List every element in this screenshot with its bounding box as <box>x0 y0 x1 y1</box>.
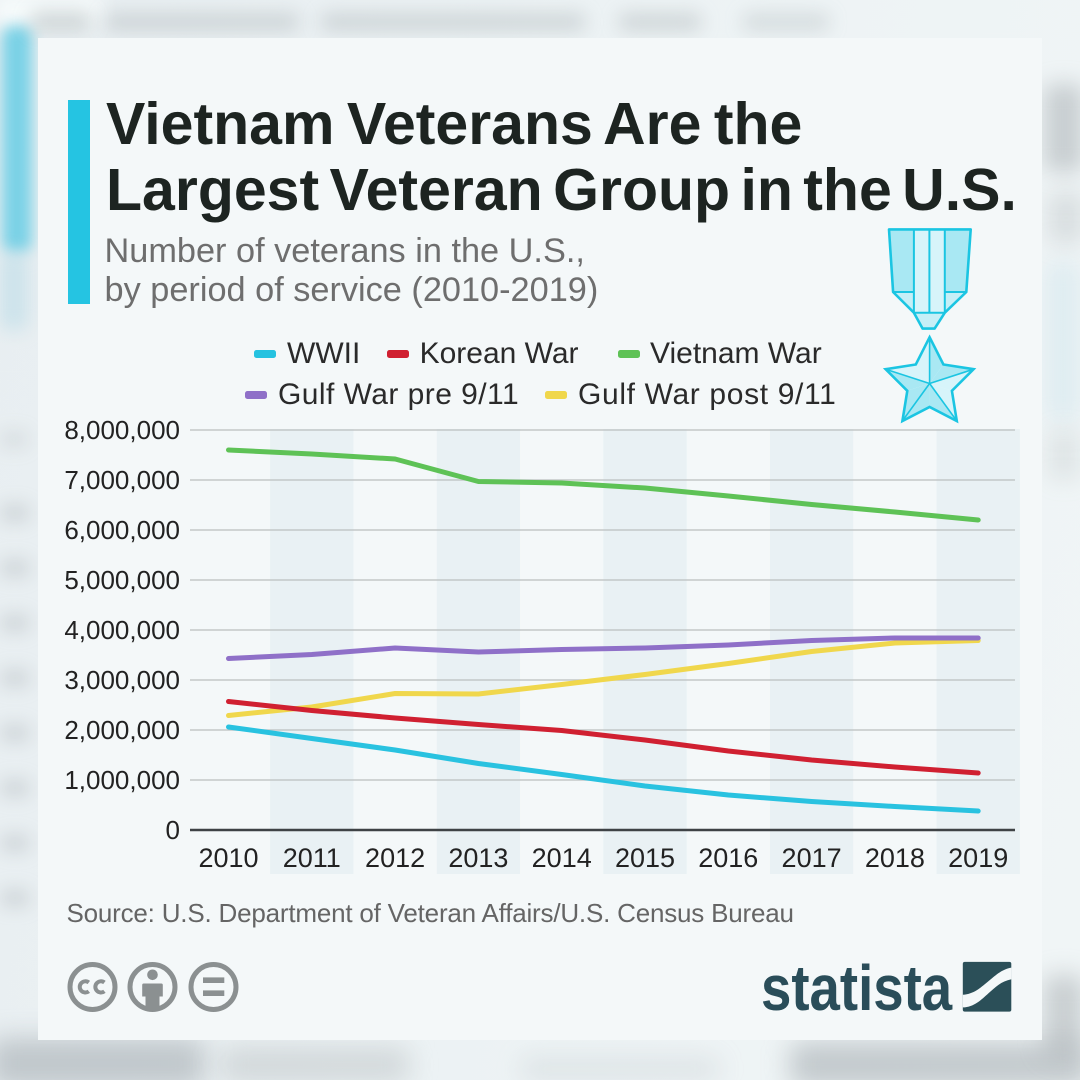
svg-text:8,000,000: 8,000,000 <box>64 415 180 445</box>
svg-text:2017: 2017 <box>782 843 842 873</box>
svg-text:6,000,000: 6,000,000 <box>64 515 180 545</box>
svg-text:2014: 2014 <box>532 843 592 873</box>
svg-text:2013: 2013 <box>448 843 508 873</box>
svg-text:4,000,000: 4,000,000 <box>64 615 180 645</box>
svg-text:2016: 2016 <box>698 843 758 873</box>
svg-text:2011: 2011 <box>283 843 341 873</box>
svg-text:2010: 2010 <box>198 843 258 873</box>
svg-text:3,000,000: 3,000,000 <box>64 665 180 695</box>
svg-text:1,000,000: 1,000,000 <box>64 765 180 795</box>
svg-text:0: 0 <box>166 815 180 845</box>
svg-text:2015: 2015 <box>615 843 675 873</box>
svg-text:2019: 2019 <box>948 843 1008 873</box>
svg-text:2018: 2018 <box>865 843 925 873</box>
svg-text:5,000,000: 5,000,000 <box>64 565 180 595</box>
svg-text:2012: 2012 <box>365 843 425 873</box>
svg-text:2,000,000: 2,000,000 <box>64 715 180 745</box>
svg-text:7,000,000: 7,000,000 <box>64 465 180 495</box>
